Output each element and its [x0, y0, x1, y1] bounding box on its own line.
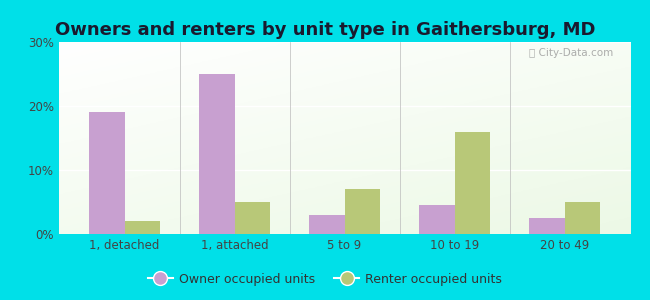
Bar [419, 205, 454, 234]
Legend: Owner occupied units, Renter occupied units: Owner occupied units, Renter occupied un… [143, 268, 507, 291]
Bar [125, 221, 160, 234]
Bar [529, 218, 564, 234]
Bar [235, 202, 270, 234]
Bar [344, 189, 380, 234]
Bar [309, 215, 344, 234]
Bar [454, 132, 489, 234]
Bar [564, 202, 600, 234]
Bar [89, 112, 125, 234]
Text: ⓘ City-Data.com: ⓘ City-Data.com [529, 48, 614, 58]
Text: Owners and renters by unit type in Gaithersburg, MD: Owners and renters by unit type in Gaith… [55, 21, 595, 39]
Bar [200, 74, 235, 234]
